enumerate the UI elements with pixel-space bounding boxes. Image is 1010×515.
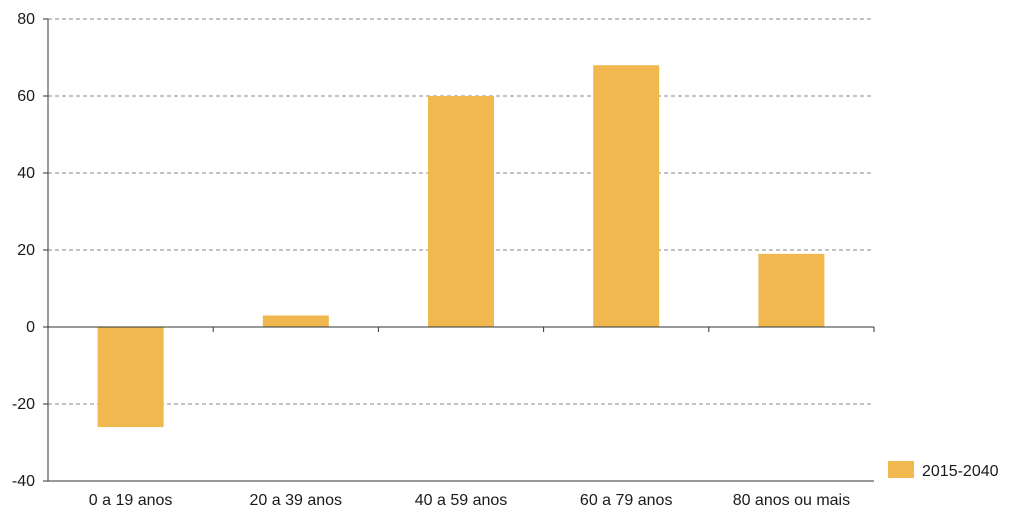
legend-swatch (888, 461, 914, 478)
axes (47, 19, 875, 482)
x-tick-label: 60 a 79 anos (580, 492, 673, 509)
legend: 2015-2040 (888, 461, 999, 480)
bar (428, 96, 494, 327)
x-axis-ticks: 0 a 19 anos 20 a 39 anos 40 a 59 anos 60 a … (89, 492, 850, 509)
x-tick-label: 0 a 19 anos (89, 492, 173, 509)
bar (593, 65, 660, 327)
y-tick-label: -40 (12, 473, 35, 490)
y-tick-label: -20 (12, 396, 35, 413)
bar (97, 327, 164, 428)
y-tick-label: 40 (17, 165, 35, 182)
y-tick-label: 0 (26, 319, 35, 336)
x-tick-label: 20 a 39 anos (250, 492, 343, 509)
bar (262, 315, 329, 327)
bars (97, 65, 825, 428)
legend-label: 2015-2040 (922, 463, 999, 480)
y-tick-label: 60 (17, 88, 35, 105)
bar (758, 253, 825, 327)
y-tick-label: 80 (17, 11, 35, 28)
x-tick-label: 80 anos ou mais (733, 492, 850, 509)
y-axis-ticks: -40 -20 0 20 40 60 80 (12, 11, 48, 490)
y-tick-label: 20 (17, 242, 35, 259)
x-tick-label: 40 a 59 anos (415, 492, 508, 509)
